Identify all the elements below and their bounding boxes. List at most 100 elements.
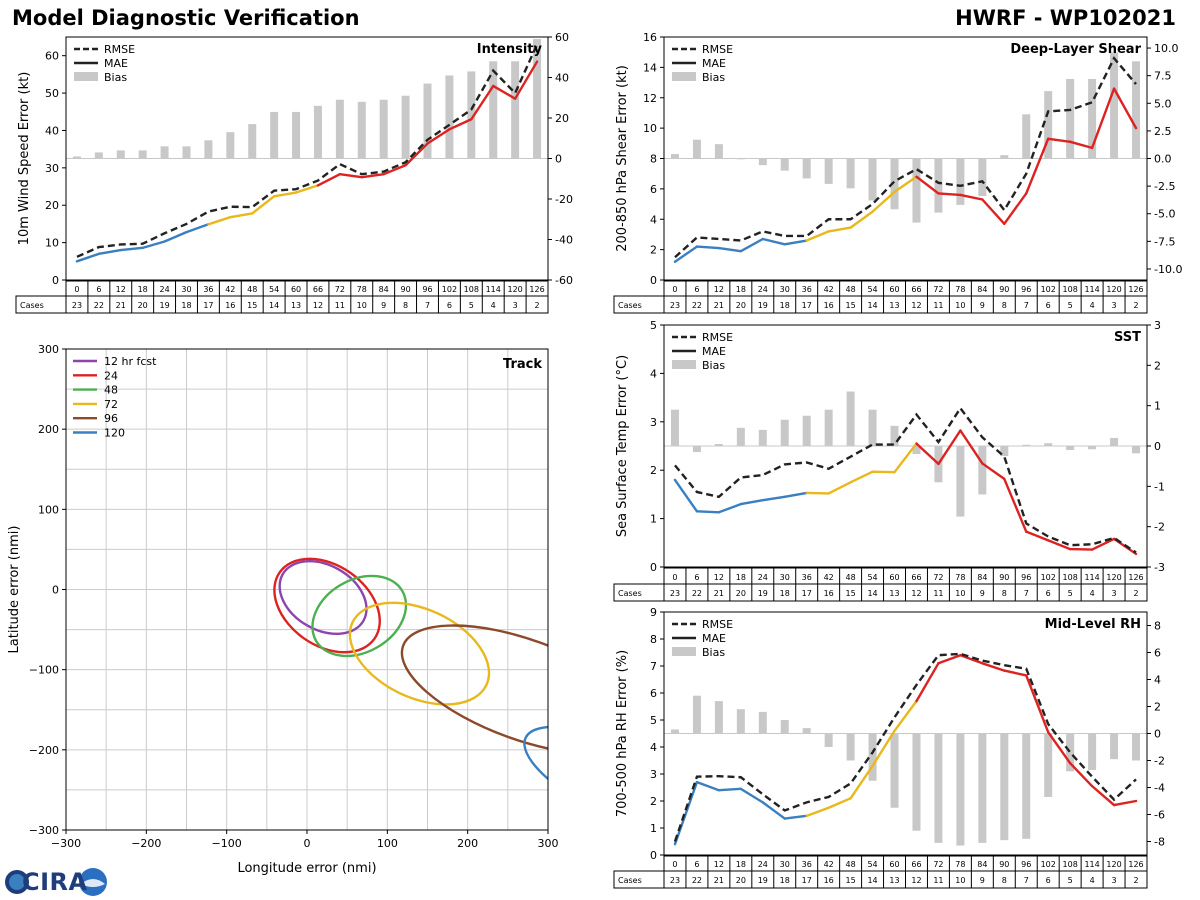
sst-mae-segment [959,429,984,465]
track-ytick-label: 0 [52,584,59,597]
rh-case-count: 10 [955,876,965,885]
cira-logo-text: CIRA [22,868,88,896]
rh-y2tick-label: -4 [1154,782,1165,795]
shear-mae-segment [849,210,874,229]
shear-mae-segment [959,193,984,201]
rh-mae-segment [893,699,918,732]
intensity-case-count: 6 [447,301,452,310]
shear-lead-hour: 60 [889,285,899,294]
sst-y2tick-label: -1 [1154,480,1165,493]
sst-bias-bar [692,446,701,453]
shear-bias-bar [758,158,767,166]
intensity-lead-hour: 84 [379,285,389,294]
intensity-mae-segment [382,164,407,176]
sst-bias-bar [978,446,987,495]
shear-title: Deep-Layer Shear [1010,42,1141,57]
sst-lead-hour: 126 [1128,573,1143,582]
intensity-mae-segment [163,230,188,243]
shear-case-count: 12 [911,301,921,310]
shear-legend-rmse-label: RMSE [702,43,733,56]
shear-bias-bar [978,158,987,197]
shear-bias-bar [1110,52,1119,159]
sst-cases-row [613,583,1148,602]
intensity-y2tick-label: -60 [555,274,573,287]
intensity-legend-mae-label: MAE [104,57,128,70]
rh-lead-hour: 102 [1041,860,1056,869]
shear-lead-hour: 108 [1063,285,1078,294]
rh-cases-label: Cases [618,876,642,885]
rh-title: Mid-Level RH [1045,617,1141,632]
intensity-ytick-label: 60 [45,50,59,63]
sst-lead-hour: 0 [672,573,677,582]
intensity-ylabel: 10m Wind Speed Error (kt) [17,72,32,246]
rh-mae-segment [783,814,808,820]
intensity-y2tick-label: 20 [555,112,569,125]
sst-mae-segment [849,470,874,484]
shear-y2tick-label: 7.5 [1154,70,1172,83]
intensity-case-count: 4 [491,301,496,310]
rh-case-count: 20 [736,876,746,885]
rh-case-count: 7 [1024,876,1029,885]
sst-case-count: 13 [889,589,899,598]
intensity-y2tick-label: 60 [555,31,569,44]
sst-case-count: 14 [867,589,877,598]
sst-bias-bar [1132,446,1141,454]
intensity-lead-hour: 96 [422,285,432,294]
shear-rmse-line [674,56,1137,259]
rh-y2tick-label: 8 [1154,620,1161,633]
rh-lead-hour: 42 [824,860,834,869]
shear-bias-bar [846,158,855,189]
sst-case-count: 21 [714,589,724,598]
rh-ytick-label: 3 [650,768,657,781]
sst-case-count: 7 [1024,589,1029,598]
sst-ytick-label: 1 [650,513,657,526]
shear-lead-hour: 114 [1084,285,1099,294]
rh-lead-hour: 90 [999,860,1009,869]
rh-legend-bias-swatch [672,647,696,656]
sst-lead-hour: 90 [999,573,1009,582]
sst-case-count: 4 [1090,589,1095,598]
shear-y2tick-label: 5.0 [1154,97,1172,110]
intensity-case-count: 22 [94,301,104,310]
shear-case-count: 14 [867,301,877,310]
rh-mae-segment [915,662,940,703]
sst-case-count: 3 [1112,589,1117,598]
intensity-mae-segment [338,173,363,179]
rh-case-count: 3 [1112,876,1117,885]
intensity-y2tick-label: 0 [555,153,562,166]
rh-bias-bar [1000,733,1009,841]
shear-cases-row [613,295,1148,314]
shear-y2tick-label: -5.0 [1154,208,1175,221]
globe-inner-icon [9,874,25,890]
sst-bias-bar [714,443,723,446]
intensity-case-count: 12 [313,301,323,310]
sst-ytick-label: 0 [650,561,657,574]
sst-lead-hour: 24 [758,573,768,582]
rh-ytick-label: 4 [650,741,657,754]
sst-y2tick-label: 3 [1154,319,1161,332]
track-legend-label-5: 120 [104,427,125,440]
intensity-lead-hour: 120 [507,285,522,294]
intensity-bias-bar [489,61,498,159]
intensity-mae-segment [141,240,166,250]
shear-mae-segment [673,245,699,263]
intensity-mae-segment [316,173,342,187]
rh-lead-hour: 120 [1106,860,1121,869]
sst-mae-segment [1047,539,1072,551]
rh-bias-bar [780,720,789,734]
sst-lead-hour: 114 [1084,573,1099,582]
sst-lead-hour: 96 [1021,573,1031,582]
track-xtick-label: 200 [457,837,478,850]
sst-lead-hour: 60 [889,573,899,582]
sst-bias-bar [736,427,745,446]
rh-mae-segment [849,764,874,800]
rh-ytick-label: 1 [650,822,657,835]
intensity-case-count: 9 [381,301,386,310]
sst-case-count: 15 [846,589,856,598]
sst-legend-rmse-label: RMSE [702,331,733,344]
shear-mae-segment [739,237,764,253]
shear-mae-segment [1025,137,1050,195]
rh-case-count: 13 [889,876,899,885]
shear-lead-hour: 66 [911,285,921,294]
